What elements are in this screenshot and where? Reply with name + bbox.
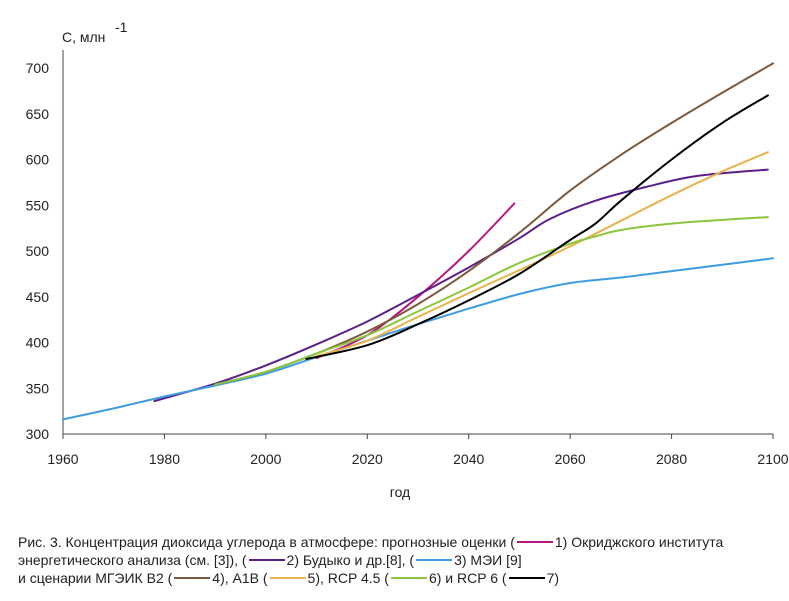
y-axis-label-superscript: -1 <box>115 19 128 35</box>
legend-label-5: 5), RCP 4.5 ( <box>307 570 389 586</box>
y-tick-label: 450 <box>26 289 50 305</box>
y-axis-label: С, млн <box>62 29 105 45</box>
caption-part-2: и сценарии МГЭИК В2 ( <box>18 570 173 586</box>
x-tick-label: 2000 <box>250 451 281 467</box>
legend-swatch-6 <box>390 576 427 579</box>
x-tick-label: 2020 <box>352 451 383 467</box>
x-tick-label: 1980 <box>149 451 180 467</box>
legend-swatch-5 <box>269 576 306 579</box>
y-tick-label: 350 <box>26 380 50 396</box>
series-line-s2 <box>153 168 769 403</box>
figure-caption: Рис. 3. Концентрация диоксида углерода в… <box>18 533 778 587</box>
series-line-s6 <box>214 216 769 386</box>
x-tick-label: 2060 <box>555 451 586 467</box>
legend-label-1: 1) Окриджского института энергетического… <box>18 534 724 568</box>
legend-label-3: 3) МЭИ [9] <box>454 552 522 568</box>
series-line-s3 <box>62 257 774 421</box>
x-axis-label: год <box>390 484 410 500</box>
legend-swatch-2 <box>248 558 285 561</box>
y-tick-label: 700 <box>26 60 50 76</box>
y-tick-label: 500 <box>26 243 50 259</box>
series-line-s7 <box>305 94 769 360</box>
y-tick-label: 300 <box>26 426 50 442</box>
y-tick-label: 550 <box>26 197 50 213</box>
legend-label-7: 7) <box>546 570 560 586</box>
legend-swatch-1 <box>516 540 553 543</box>
y-tick-label: 400 <box>26 335 50 351</box>
x-tick-label: 2080 <box>656 451 687 467</box>
chart: 300 350 400 450 500 550 600 650 700 1960 1980 2000 2… <box>26 19 789 500</box>
series-layer <box>62 62 774 421</box>
x-tick-label: 1960 <box>47 451 78 467</box>
y-tick-label: 600 <box>26 152 50 168</box>
axes: 300 350 400 450 500 550 600 650 700 1960 1980 2000 2… <box>26 50 789 467</box>
x-tick-label: 2040 <box>453 451 484 467</box>
legend-swatch-4 <box>174 576 211 579</box>
caption-part-1: Рис. 3. Концентрация диоксида углерода в… <box>18 534 515 550</box>
series-line-s1 <box>315 202 516 360</box>
legend-label-6: 6) и RCP 6 ( <box>428 570 507 586</box>
y-tick-label: 650 <box>26 106 50 122</box>
legend-swatch-7 <box>508 576 545 579</box>
legend-label-2: 2) Будыко и др.[8], ( <box>286 552 415 568</box>
legend-swatch-3 <box>416 558 453 561</box>
legend-label-4: 4), А1В ( <box>212 570 268 586</box>
x-tick-label: 2100 <box>757 451 788 467</box>
